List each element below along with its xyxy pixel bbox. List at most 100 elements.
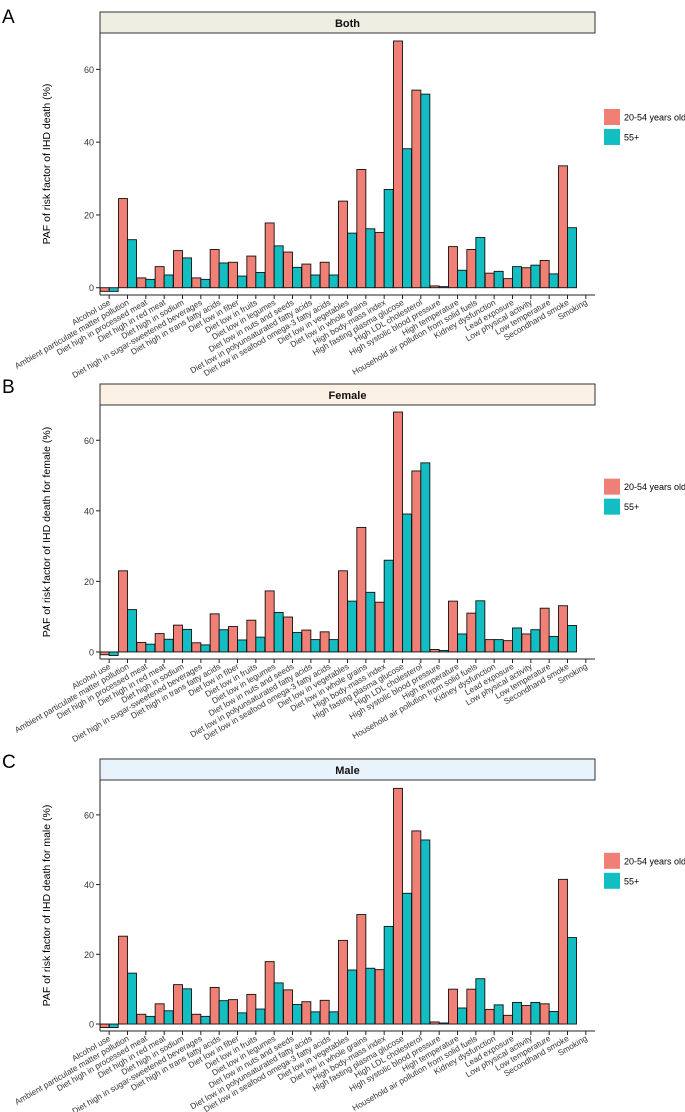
bar-55-plus bbox=[255, 1008, 266, 1025]
bar-20-54 bbox=[118, 935, 128, 1025]
facet-strip bbox=[99, 758, 596, 781]
y-tick-label: 0 bbox=[89, 647, 94, 657]
bar-20-54 bbox=[503, 278, 513, 289]
bar-55-plus bbox=[237, 275, 247, 289]
legend-label: 20-54 years old bbox=[624, 112, 685, 122]
y-axis-label: PAF of risk factor of IHD death for fema… bbox=[41, 427, 53, 637]
legend-swatch bbox=[604, 498, 620, 515]
bar-20-54 bbox=[429, 1021, 440, 1025]
bar-20-54 bbox=[173, 984, 183, 1025]
bar-55-plus bbox=[145, 1015, 156, 1025]
panel-letter: B bbox=[2, 377, 15, 398]
facet-strip-label: Male bbox=[335, 765, 359, 777]
bar-55-plus bbox=[108, 651, 119, 656]
bar-20-54 bbox=[539, 259, 550, 289]
bar-20-54 bbox=[338, 200, 348, 289]
bar-20-54 bbox=[319, 631, 330, 653]
bar-20-54 bbox=[503, 1014, 513, 1025]
bar-55-plus bbox=[182, 628, 192, 653]
bar-20-54 bbox=[173, 624, 183, 653]
bar-55-plus bbox=[567, 937, 577, 1025]
legend-swatch bbox=[604, 872, 620, 889]
bar-55-plus bbox=[365, 228, 376, 289]
bar-55-plus bbox=[292, 266, 302, 289]
bar-20-54 bbox=[264, 961, 275, 1025]
bar-55-plus bbox=[218, 629, 229, 653]
bar-20-54 bbox=[136, 641, 147, 653]
bar-55-plus bbox=[237, 1012, 247, 1025]
bar-20-54 bbox=[338, 570, 348, 653]
bar-20-54 bbox=[264, 590, 275, 653]
bar-20-54 bbox=[246, 993, 257, 1025]
bar-55-plus bbox=[347, 600, 357, 653]
legend-swatch bbox=[604, 852, 620, 869]
bar-20-54 bbox=[301, 263, 312, 289]
bar-20-54 bbox=[209, 613, 220, 653]
bar-20-54 bbox=[319, 261, 330, 289]
bar-20-54 bbox=[484, 639, 495, 653]
bar-55-plus bbox=[200, 644, 211, 653]
bar-55-plus bbox=[145, 643, 156, 653]
bar-55-plus bbox=[420, 839, 431, 1025]
bar-55-plus bbox=[218, 262, 229, 289]
bar-55-plus bbox=[420, 93, 431, 289]
bar-20-54 bbox=[246, 255, 257, 289]
bar-55-plus bbox=[402, 513, 412, 653]
bar-20-54 bbox=[118, 570, 128, 653]
bar-20-54 bbox=[228, 626, 238, 653]
bar-20-54 bbox=[283, 989, 293, 1025]
bar-55-plus bbox=[273, 245, 284, 289]
bar-55-plus bbox=[127, 972, 137, 1025]
bar-55-plus bbox=[512, 1001, 522, 1025]
bar-20-54 bbox=[374, 231, 385, 289]
panel-female: B Female 0 20 40 60 PAF of risk factor of IHD … bbox=[2, 377, 685, 744]
bar-20-54 bbox=[154, 1003, 165, 1025]
bar-20-54 bbox=[448, 246, 458, 289]
bar-55-plus bbox=[145, 278, 156, 289]
bar-55-plus bbox=[512, 627, 522, 653]
bar-20-54 bbox=[429, 649, 440, 653]
bar-55-plus bbox=[383, 925, 394, 1025]
legend-label: 20-54 years old bbox=[624, 856, 685, 866]
bar-20-54 bbox=[356, 169, 367, 289]
y-tick-label: 40 bbox=[84, 506, 94, 516]
legend-swatch bbox=[604, 128, 620, 145]
y-tick-label: 0 bbox=[89, 283, 94, 293]
y-tick-label: 40 bbox=[84, 138, 94, 148]
bar-55-plus bbox=[457, 633, 467, 653]
bar-55-plus bbox=[475, 600, 486, 653]
bar-55-plus bbox=[493, 270, 504, 289]
bar-20-54 bbox=[374, 969, 385, 1025]
bar-55-plus bbox=[200, 1015, 211, 1025]
y-tick-label: 40 bbox=[84, 880, 94, 890]
bar-55-plus bbox=[365, 967, 376, 1025]
bar-20-54 bbox=[209, 249, 220, 289]
bar-55-plus bbox=[438, 1022, 449, 1025]
bar-20-54 bbox=[411, 830, 422, 1025]
bar-55-plus bbox=[310, 274, 321, 289]
bar-20-54 bbox=[484, 272, 495, 289]
bar-20-54 bbox=[118, 198, 128, 289]
bar-55-plus bbox=[108, 287, 119, 292]
bar-55-plus bbox=[347, 969, 357, 1025]
bar-55-plus bbox=[127, 239, 137, 289]
bar-55-plus bbox=[438, 286, 449, 289]
bar-20-54 bbox=[191, 642, 202, 653]
bar-55-plus bbox=[310, 1011, 321, 1025]
bar-20-54 bbox=[539, 607, 550, 653]
bar-20-54 bbox=[503, 640, 513, 653]
bar-20-54 bbox=[209, 986, 220, 1025]
bar-20-54 bbox=[173, 250, 183, 289]
bar-55-plus bbox=[292, 632, 302, 653]
panel-both: A Both 0 20 40 60 PAF of risk factor of IHD de… bbox=[2, 7, 685, 380]
bar-55-plus bbox=[108, 1023, 119, 1028]
bar-20-54 bbox=[448, 600, 458, 653]
bar-55-plus bbox=[383, 189, 394, 289]
bar-55-plus bbox=[255, 636, 266, 653]
bar-55-plus bbox=[365, 591, 376, 653]
bar-55-plus bbox=[383, 559, 394, 653]
bar-20-54 bbox=[429, 285, 440, 289]
bar-55-plus bbox=[163, 638, 174, 653]
bar-55-plus bbox=[163, 1010, 174, 1025]
